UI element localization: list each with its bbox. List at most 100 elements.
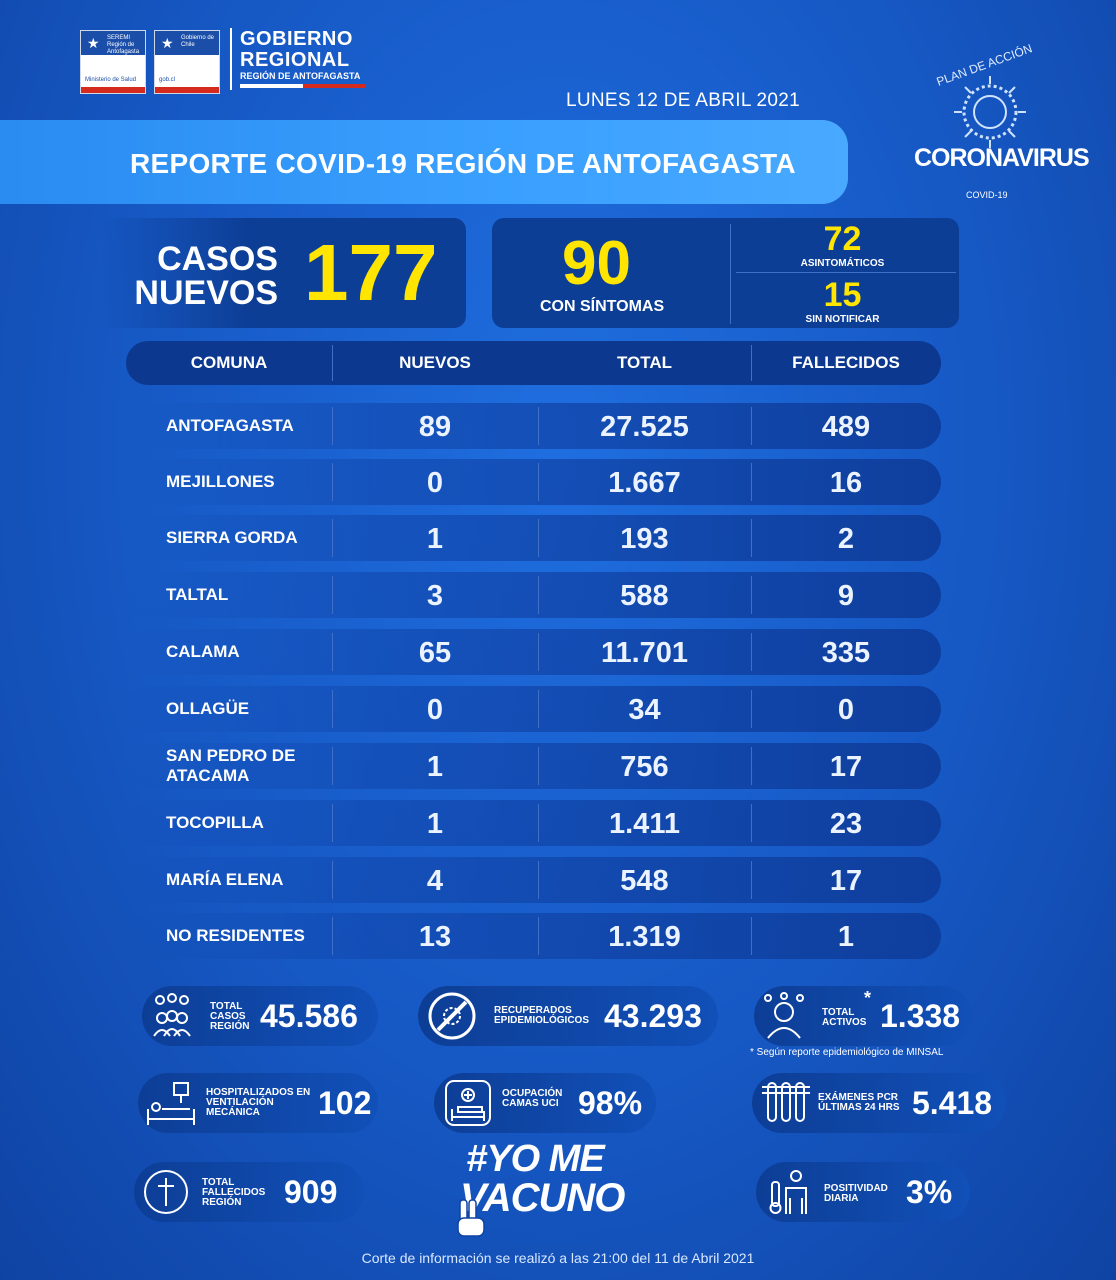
cell-comuna: MEJILLONES xyxy=(166,472,275,491)
campaign-line1: #YO ME xyxy=(466,1138,605,1180)
cell-comuna: NO RESIDENTES xyxy=(166,926,305,945)
fallecidos-value: 909 xyxy=(284,1174,338,1210)
cell-total: 11.701 xyxy=(600,637,689,669)
th-comuna: COMUNA xyxy=(190,353,268,372)
cell-total: 27.525 xyxy=(600,411,689,443)
test-tubes-icon xyxy=(762,1082,810,1122)
uci-pill: OCUPACIÓN CAMAS UCI 98% xyxy=(434,1073,656,1133)
gob-line3: REGIÓN DE ANTOFAGASTA xyxy=(240,71,361,81)
total-casos-value: 45.586 xyxy=(260,998,358,1034)
sintomas-value: 90 xyxy=(562,229,631,298)
cell-fallecidos: 23 xyxy=(829,808,863,840)
footer-note: Corte de información se realizó a las 21… xyxy=(361,1250,755,1266)
hospital-bed-icon xyxy=(445,1080,491,1126)
cell-fallecidos: 9 xyxy=(837,580,855,612)
star-icon: ★ xyxy=(161,35,174,51)
positividad-pill: POSITIVIDAD DIARIA 3% xyxy=(756,1162,970,1222)
cell-nuevos: 4 xyxy=(426,865,444,897)
emblem-sub: COVID-19 xyxy=(966,190,1008,200)
cell-comuna: TALTAL xyxy=(166,585,229,604)
cell-total: 193 xyxy=(620,523,669,555)
cell-nuevos: 13 xyxy=(418,921,452,953)
people-virus-icon xyxy=(153,993,191,1037)
hospitalizados-pill: HOSPITALIZADOS EN VENTILACIÓN MECÁNICA 1… xyxy=(138,1073,378,1133)
recuperados-label: RECUPERADOS EPIDEMIOLÓGICOS xyxy=(494,1005,590,1026)
sick-person-icon xyxy=(764,992,804,1039)
cell-nuevos: 0 xyxy=(426,467,444,499)
cell-comuna: SIERRA GORDA xyxy=(166,528,298,547)
cell-fallecidos: 1 xyxy=(837,921,855,953)
cell-total: 588 xyxy=(620,580,669,612)
sin-notificar-value: 15 xyxy=(823,276,862,314)
gobierno-chile-logo-label: Gobierno de Chile xyxy=(181,35,215,48)
cell-fallecidos: 0 xyxy=(837,694,855,726)
hospitalizados-label: HOSPITALIZADOS EN VENTILACIÓN MECÁNICA xyxy=(206,1087,311,1118)
cell-nuevos: 65 xyxy=(418,637,452,669)
recuperados-pill: RECUPERADOS EPIDEMIOLÓGICOS 43.293 xyxy=(418,986,718,1046)
th-fallecidos: FALLECIDOS xyxy=(792,353,900,372)
total-casos-label: TOTAL CASOS REGIÓN xyxy=(210,1001,250,1032)
cell-comuna: SAN PEDRO DE ATACAMA xyxy=(166,746,296,785)
uci-label: OCUPACIÓN CAMAS UCI xyxy=(502,1088,563,1109)
coronavirus-emblem: PLAN DE ACCIÓN CORONAVIRUS COVID-19 xyxy=(912,41,1090,208)
cell-total: 1.411 xyxy=(609,808,680,840)
total-casos-pill: TOTAL CASOS REGIÓN 45.586 xyxy=(142,986,378,1046)
table-row: TOCOPILLA 1 1.411 23 xyxy=(126,800,941,846)
activos-value: 1.338 xyxy=(880,998,961,1034)
cell-nuevos: 1 xyxy=(426,523,444,555)
cell-total: 1.667 xyxy=(608,467,681,499)
recuperados-value: 43.293 xyxy=(604,998,702,1034)
cell-fallecidos: 17 xyxy=(829,865,863,897)
uci-value: 98% xyxy=(578,1085,643,1121)
cell-fallecidos: 335 xyxy=(821,637,871,669)
seremi-logo: ★ SEREMI Región de Antofagasta Ministeri… xyxy=(80,30,146,94)
seremi-logo-sub: Ministerio de Salud xyxy=(85,77,137,83)
title-bar: REPORTE COVID-19 REGIÓN DE ANTOFAGASTA xyxy=(0,120,848,204)
cell-comuna: MARÍA ELENA xyxy=(166,870,284,889)
table-row: TALTAL 3 588 9 xyxy=(126,572,941,618)
divider xyxy=(736,272,956,273)
gob-line2: REGIONAL xyxy=(240,49,350,71)
cross-icon xyxy=(144,1170,188,1214)
page-title: REPORTE COVID-19 REGIÓN DE ANTOFAGASTA xyxy=(130,148,796,179)
cell-nuevos: 1 xyxy=(426,808,444,840)
pcr-label: EXÁMENES PCR ÚLTIMAS 24 HRS xyxy=(818,1092,900,1113)
th-total: TOTAL xyxy=(616,353,673,372)
hospitalizados-value: 102 xyxy=(318,1085,372,1121)
divider xyxy=(730,224,731,324)
sintomas-label: CON SÍNTOMAS xyxy=(540,298,665,315)
cell-fallecidos: 16 xyxy=(829,467,863,499)
casos-line1: CASOS xyxy=(157,240,278,278)
table-row: SAN PEDRO DE ATACAMA 1 756 17 xyxy=(126,743,941,789)
peace-hand-icon xyxy=(457,1199,485,1237)
campaign-line2: VACUNO xyxy=(460,1176,625,1220)
cell-comuna: CALAMA xyxy=(166,642,240,661)
cell-comuna: TOCOPILLA xyxy=(166,813,264,832)
cell-total: 756 xyxy=(620,751,669,783)
gobierno-chile-logo-sub: gob.cl xyxy=(159,77,176,83)
yo-me-vacuno-campaign: #YO ME VACUNO xyxy=(457,1138,625,1240)
ventilator-bed-icon xyxy=(147,1082,195,1125)
casos-line2: NUEVOS xyxy=(134,274,278,312)
asintomaticos-value: 72 xyxy=(823,220,862,258)
casos-nuevos-value: 177 xyxy=(304,228,438,317)
table-row: NO RESIDENTES 13 1.319 1 xyxy=(126,913,941,959)
table-header: COMUNA NUEVOS TOTAL FALLECIDOS xyxy=(126,341,941,385)
pcr-value: 5.418 xyxy=(912,1085,993,1121)
virus-crossed-icon xyxy=(428,992,476,1040)
casos-nuevos-card: CASOS NUEVOS 177 xyxy=(100,218,466,328)
cell-total: 1.319 xyxy=(608,921,681,953)
cell-comuna: ANTOFAGASTA xyxy=(166,416,294,435)
virus-icon xyxy=(954,76,1026,148)
th-nuevos: NUEVOS xyxy=(399,353,471,372)
table-row: OLLAGÜE 0 34 0 xyxy=(126,686,941,732)
positividad-label: POSITIVIDAD DIARIA xyxy=(824,1183,888,1204)
pcr-pill: EXÁMENES PCR ÚLTIMAS 24 HRS 5.418 xyxy=(752,1073,1006,1133)
positividad-value: 3% xyxy=(906,1174,953,1210)
table-row: MARÍA ELENA 4 548 17 xyxy=(126,857,941,903)
thermometer-person-icon xyxy=(769,1170,807,1214)
cell-fallecidos: 2 xyxy=(837,523,855,555)
fallecidos-pill: TOTAL FALLECIDOS REGIÓN 909 xyxy=(134,1162,364,1222)
cell-total: 34 xyxy=(628,694,661,726)
table-row: ANTOFAGASTA 89 27.525 489 xyxy=(126,403,941,449)
